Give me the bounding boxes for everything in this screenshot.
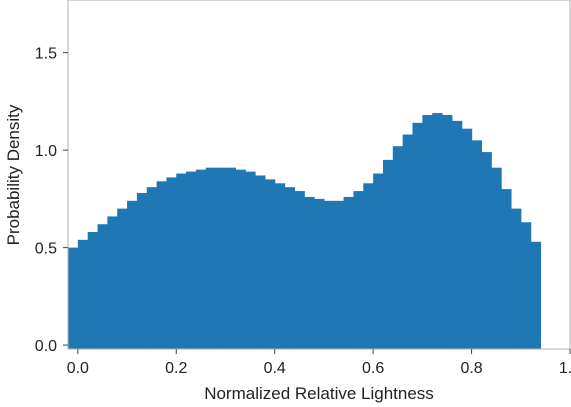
- histogram-bar: [136, 193, 148, 349]
- histogram-bar: [195, 169, 207, 349]
- y-tick-label: 0.5: [35, 241, 57, 258]
- histogram-bar: [117, 208, 128, 349]
- histogram-bar: [314, 198, 325, 349]
- histogram-bar: [225, 167, 236, 349]
- histogram-bar: [432, 113, 443, 349]
- histogram-bar: [156, 181, 168, 349]
- histogram-bar: [353, 191, 364, 349]
- y-axis-title: Probability Density: [4, 104, 23, 245]
- histogram-bar: [235, 169, 246, 349]
- histogram-bar: [176, 173, 187, 349]
- histogram-bar: [402, 134, 414, 349]
- histogram-bar: [451, 120, 463, 349]
- histogram-bar: [392, 146, 404, 349]
- histogram-bar: [304, 196, 315, 349]
- histogram-bar: [264, 179, 276, 349]
- histogram-bar: [77, 239, 89, 349]
- histogram-bar: [530, 241, 542, 349]
- histogram-bar: [510, 208, 522, 349]
- histogram-bar: [471, 140, 483, 349]
- histogram-bar: [205, 167, 217, 349]
- histogram-bar: [333, 200, 345, 349]
- x-tick-label: 0.6: [362, 360, 384, 377]
- histogram-bar: [343, 196, 355, 349]
- x-tick-label: 1.0: [559, 360, 571, 377]
- histogram-bar: [245, 171, 256, 349]
- histogram-bar: [501, 189, 512, 349]
- histogram-bar: [442, 115, 453, 349]
- x-tick-label: 0.2: [165, 360, 187, 377]
- histogram-bar: [97, 224, 108, 349]
- histogram-bar: [363, 183, 374, 349]
- histogram-bar: [215, 167, 227, 349]
- histogram-bar: [373, 173, 384, 349]
- x-axis-title: Normalized Relative Lightness: [204, 384, 434, 403]
- y-axis: 0.0 0.5 1.0 1.5: [35, 46, 68, 355]
- y-tick-label: 1.5: [35, 46, 57, 63]
- histogram-bar: [412, 122, 423, 349]
- histogram-bar: [284, 187, 295, 349]
- histogram-bar: [491, 167, 502, 349]
- plot-frame: [67, 0, 571, 350]
- histogram-bar: [107, 216, 118, 349]
- histogram-bar: [186, 171, 197, 349]
- histogram-bar: [520, 222, 532, 349]
- x-axis: 0.0 0.2 0.4 0.6 0.8 1.0: [67, 349, 571, 377]
- x-tick-label: 0.8: [460, 360, 482, 377]
- histogram-bar: [382, 159, 394, 349]
- histogram-bar: [422, 115, 433, 349]
- histogram-bar: [274, 183, 286, 349]
- histogram-bar: [255, 175, 266, 349]
- histogram-bar: [461, 128, 473, 349]
- x-tick-label: 0.0: [67, 360, 89, 377]
- histogram-bar: [68, 247, 79, 349]
- histogram-bars: [68, 113, 542, 349]
- y-tick-label: 1.0: [35, 143, 57, 160]
- x-tick-label: 0.4: [264, 360, 286, 377]
- histogram-bar: [146, 187, 158, 349]
- histogram-bar: [127, 200, 138, 349]
- histogram-bar: [323, 200, 335, 349]
- histogram-bar: [294, 191, 305, 349]
- histogram-bar: [166, 177, 177, 349]
- histogram-bar: [481, 152, 492, 349]
- y-tick-label: 0.0: [35, 338, 57, 355]
- histogram-bar: [87, 232, 99, 349]
